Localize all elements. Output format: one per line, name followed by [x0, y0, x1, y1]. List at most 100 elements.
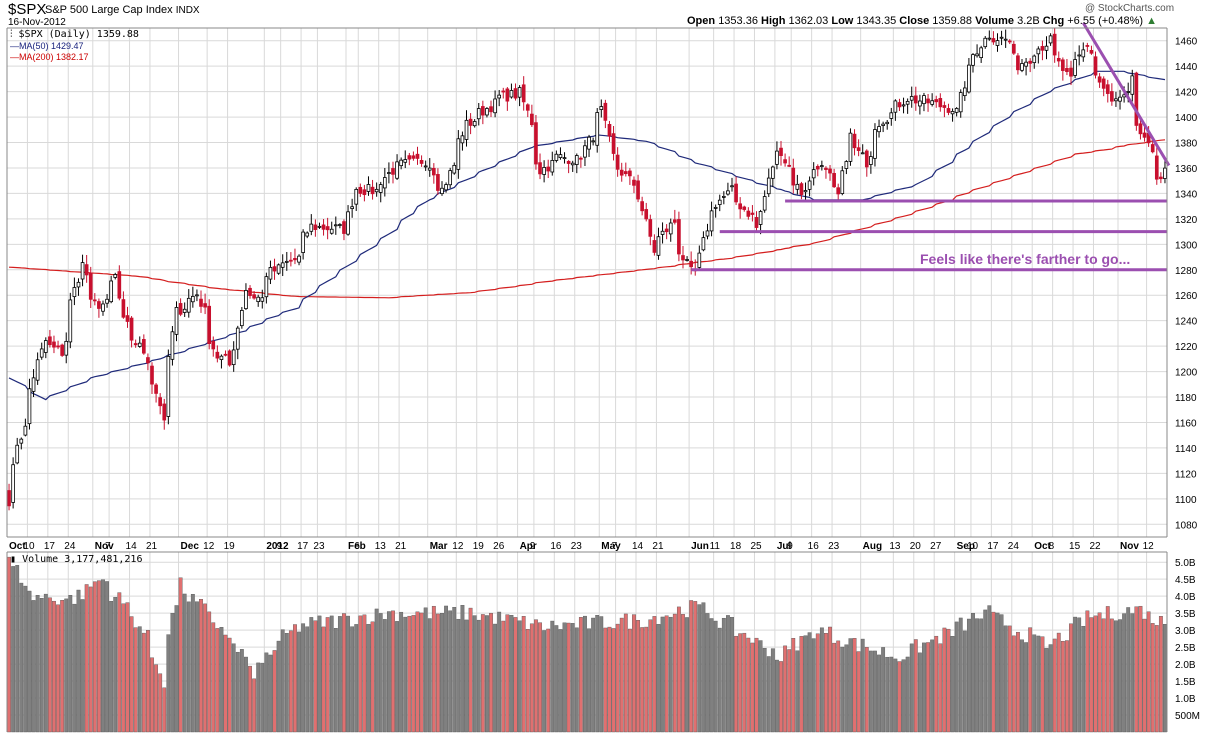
x-tick-label: 19	[224, 541, 236, 552]
candle-body	[1138, 123, 1143, 135]
low-label: Low	[831, 15, 854, 27]
candle-body	[154, 384, 158, 394]
x-tick-label: May	[601, 541, 621, 552]
candle-body	[517, 87, 522, 98]
copyright: @ StockCharts.com	[1085, 3, 1175, 14]
candle-body	[460, 135, 465, 144]
volume-bar	[256, 662, 261, 733]
candle-body	[1048, 35, 1053, 44]
volume-bar	[1089, 617, 1094, 733]
volume-bar	[137, 626, 142, 733]
candle-body	[1065, 68, 1069, 72]
candle-body	[43, 340, 48, 353]
candle-body	[31, 377, 36, 392]
x-tick-label: 23	[828, 541, 840, 552]
volume-bar	[595, 615, 600, 733]
candle-body	[52, 341, 56, 348]
candle-body	[950, 111, 955, 115]
legend-ma200-text: MA(200) 1382.17	[19, 52, 89, 62]
volume-bar	[750, 642, 755, 733]
candle-body	[828, 168, 832, 174]
candle-body	[979, 47, 983, 58]
candle-body	[1052, 33, 1057, 56]
volume-bar	[1097, 612, 1102, 733]
volume-bar	[689, 600, 694, 733]
candle-body	[1154, 155, 1159, 180]
price-tick-label: 1080	[1175, 520, 1198, 531]
volume-bar	[1060, 641, 1065, 733]
candle-body	[738, 203, 742, 210]
volume-bar	[252, 678, 257, 733]
candle-body	[1159, 176, 1163, 180]
ma50-path	[8, 70, 1166, 401]
candle-body	[717, 199, 722, 205]
candle-body	[779, 147, 783, 156]
price-tick-label: 1360	[1175, 164, 1198, 175]
candle-body	[146, 357, 150, 364]
volume-bar	[215, 628, 220, 733]
volume-bar	[529, 623, 534, 733]
legend-ma200: —MA(200) 1382.17	[10, 52, 89, 62]
volume-bar	[852, 638, 857, 733]
volume-bar	[574, 627, 579, 733]
trend-annotations	[691, 22, 1171, 272]
volume-label: Volume	[975, 15, 1015, 27]
volume-bar	[162, 687, 167, 733]
volume-bar	[84, 584, 89, 733]
candle-body	[1012, 43, 1016, 54]
candle-body	[746, 210, 751, 217]
candle-body	[256, 296, 261, 303]
x-tick-label: 13	[375, 541, 387, 552]
candle-body	[922, 95, 926, 105]
volume-bar	[321, 626, 326, 733]
volume-bar	[268, 654, 273, 733]
volume-bar	[174, 605, 179, 733]
candle-body	[987, 37, 992, 40]
candle-body	[574, 155, 579, 165]
candle-body	[611, 133, 616, 154]
volume-bar	[881, 647, 886, 733]
x-tick-label: 21	[146, 541, 158, 552]
volume-bar	[150, 657, 154, 733]
volume-bar	[60, 600, 65, 733]
x-tick-label: 8	[1049, 541, 1055, 552]
candle-body	[562, 157, 567, 160]
candle-body	[677, 219, 681, 255]
volume-bar	[199, 599, 203, 733]
volume-bar	[775, 659, 779, 733]
volume-bar	[141, 632, 146, 733]
volume-bar	[358, 615, 363, 733]
candle-body	[652, 240, 657, 253]
candle-body	[60, 344, 64, 356]
volume-bar	[297, 631, 301, 733]
candle-body	[129, 317, 134, 341]
volume-bar	[844, 644, 849, 733]
price-panel-bg	[7, 28, 1167, 537]
candle-body	[1061, 59, 1065, 71]
volume-bar	[1126, 607, 1131, 733]
volume-bar	[950, 636, 955, 733]
volume-bar	[611, 628, 616, 733]
volume-bar	[958, 617, 963, 733]
volume-bar	[386, 611, 391, 733]
candle-body	[570, 162, 575, 166]
candle-body	[832, 172, 836, 188]
candle-body	[701, 237, 706, 251]
candle-body	[117, 271, 122, 299]
candle-body	[481, 106, 485, 116]
volume-bar	[23, 585, 28, 733]
volume-bar	[877, 654, 881, 733]
volume-bar	[525, 629, 530, 733]
volume-bar	[730, 617, 734, 733]
volume-bar	[873, 650, 877, 733]
annotation-text: Feels like there's farther to go...	[920, 251, 1131, 267]
volume-bar	[795, 650, 800, 733]
volume-bar	[35, 595, 40, 733]
volume-tick-label: 4.5B	[1175, 575, 1196, 586]
volume-bar	[337, 616, 342, 733]
x-tick-label: 23	[571, 541, 583, 552]
candle-body	[918, 100, 922, 107]
candle-body	[962, 87, 967, 97]
volume-bar	[1040, 636, 1045, 733]
volume-bar	[207, 611, 212, 733]
